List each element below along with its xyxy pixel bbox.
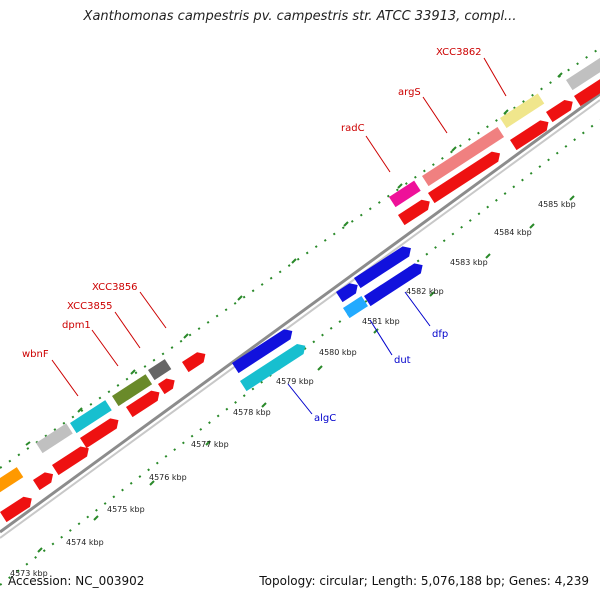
- tick-label: 4580 kbp: [319, 348, 357, 357]
- gene-bar-salmon[interactable]: [422, 126, 505, 187]
- gene-label-xcc3862[interactable]: XCC3862: [436, 47, 482, 58]
- gene-track-upper: [0, 55, 600, 499]
- gene-bar-cyan[interactable]: [70, 400, 112, 434]
- gene-label-args[interactable]: argS: [398, 87, 421, 98]
- tick-label: 4574 kbp: [66, 538, 104, 547]
- tick-label: 4585 kbp: [538, 200, 576, 209]
- tick-label: 4579 kbp: [276, 377, 314, 386]
- gene-arrow-blue[interactable]: [336, 280, 361, 303]
- gene-arrow-cyan[interactable]: [240, 341, 309, 392]
- gene-bar-magenta[interactable]: [389, 180, 421, 208]
- tick-label: 4584 kbp: [494, 228, 532, 237]
- gene-arrow[interactable]: [158, 375, 178, 395]
- backbone-line-inner: [0, 99, 600, 539]
- gene-label-dpm1[interactable]: dpm1: [62, 320, 91, 331]
- gene-arrow-blue[interactable]: [364, 260, 426, 307]
- gene-bar-lightblue[interactable]: [343, 296, 368, 319]
- gene-track-red: [0, 74, 600, 523]
- gene-bar-grey[interactable]: [36, 423, 73, 454]
- tick-label: 4582 kbp: [406, 287, 444, 296]
- tick-label: 4577 kbp: [191, 440, 229, 449]
- gene-arrow[interactable]: [546, 97, 576, 123]
- gene-arrow[interactable]: [0, 493, 35, 523]
- gene-bar-olive[interactable]: [112, 374, 153, 407]
- tick-label: 4578 kbp: [233, 408, 271, 417]
- tick-label: 4581 kbp: [362, 317, 400, 326]
- tick-label: 4583 kbp: [450, 258, 488, 267]
- gene-label-xcc3856[interactable]: XCC3856: [92, 282, 138, 293]
- gene-arrow[interactable]: [52, 443, 92, 476]
- gene-label-dfp[interactable]: dfp: [432, 329, 448, 340]
- gene-arrow-blue[interactable]: [232, 326, 296, 374]
- gene-bar-orange[interactable]: [0, 467, 24, 499]
- genome-summary-text: Topology: circular; Length: 5,076,188 bp…: [259, 574, 589, 588]
- gene-arrow[interactable]: [80, 415, 122, 449]
- tick-label: 4575 kbp: [107, 505, 145, 514]
- gene-bar-darkgrey[interactable]: [148, 359, 172, 381]
- backbone-line: [0, 92, 600, 534]
- gene-arrow[interactable]: [398, 196, 433, 226]
- gene-arrow[interactable]: [33, 469, 56, 491]
- outer-guide-line: [0, 47, 600, 469]
- ticks-outer: [25, 72, 563, 446]
- gene-bar-lightgrey[interactable]: [566, 55, 600, 91]
- ticks-inner: [37, 195, 575, 553]
- map-title: Xanthomonas campestris pv. campestris st…: [83, 9, 517, 24]
- gene-bar-khaki[interactable]: [500, 93, 545, 129]
- gene-arrow[interactable]: [574, 74, 600, 107]
- label-leaders: [51, 57, 507, 415]
- tick-label: 4573 kbp: [10, 569, 48, 578]
- accession-text: Accession: NC_003902: [8, 574, 145, 588]
- gene-arrow[interactable]: [428, 148, 503, 204]
- gene-arrow[interactable]: [510, 117, 552, 151]
- gene-label-algc[interactable]: algC: [314, 413, 336, 424]
- gene-label-dut[interactable]: dut: [394, 355, 411, 366]
- gene-arrow[interactable]: [126, 387, 163, 418]
- gene-arrow[interactable]: [182, 349, 209, 373]
- gene-arrow-blue[interactable]: [354, 243, 414, 289]
- gene-label-radc[interactable]: radC: [341, 123, 365, 134]
- gene-label-wbnf[interactable]: wbnF: [22, 349, 49, 360]
- gene-label-xcc3855[interactable]: XCC3855: [67, 301, 113, 312]
- tick-label: 4576 kbp: [149, 473, 187, 482]
- gene-track-lower: [232, 243, 426, 392]
